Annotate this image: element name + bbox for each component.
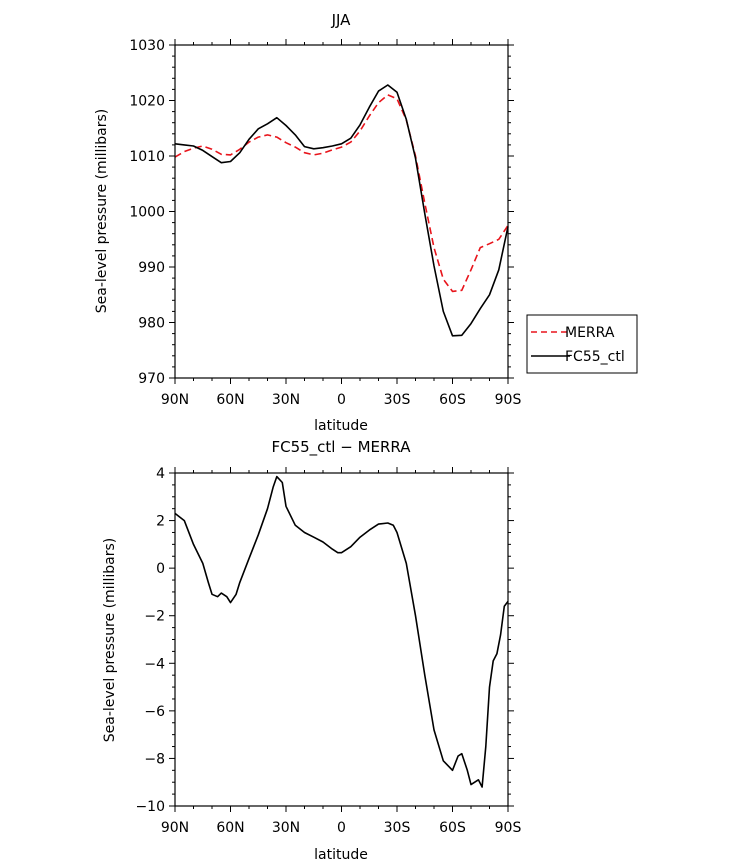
legend-label-fc55ctl: FC55_ctl [565,349,625,365]
bottom-panel-series [174,475,509,788]
series-line-fc55-ctl [174,84,509,337]
top-panel-series [174,84,509,337]
top-panel-x-tick-labels: 90N 60N 30N 0 30S 60S 90S [161,392,522,408]
legend-box [526,314,638,374]
y-tick-label: 990 [138,260,165,276]
top-panel-x-axis-label: latitude [314,418,368,434]
top-panel-ticks [169,39,514,384]
x-tick-label: 30S [384,392,411,408]
y-tick-label: 980 [138,316,165,332]
bottom-panel-ticks [169,467,514,812]
bottom-panel-y-tick-labels: −10 −8 −6 −4 −2 0 2 4 [135,466,165,815]
legend-label-merra: MERRA [565,325,615,341]
y-tick-label: 1010 [129,149,165,165]
x-tick-label: 30N [272,392,300,408]
y-tick-label: 4 [156,466,165,482]
x-tick-label: 90N [161,820,189,836]
bottom-panel-y-axis-label: Sea-level pressure (millibars) [102,538,118,742]
x-tick-label: 60N [216,820,244,836]
y-tick-label: 1030 [129,38,165,54]
x-tick-label: 30N [272,820,300,836]
x-tick-label: 90S [495,820,522,836]
x-tick-label: 60S [439,820,466,836]
top-panel-y-axis-label: Sea-level pressure (millibars) [94,109,110,313]
x-tick-label: 90S [495,392,522,408]
x-tick-label: 90N [161,392,189,408]
y-tick-label: 970 [138,371,165,387]
x-tick-label: 0 [337,820,346,836]
y-tick-label: 1020 [129,94,165,110]
x-tick-label: 0 [337,392,346,408]
bottom-panel-x-axis-label: latitude [314,847,368,863]
series-line-merra [174,94,509,293]
x-tick-label: 30S [384,820,411,836]
bottom-panel-plot-frame [174,472,509,807]
top-panel-title: JJA [331,11,352,29]
y-tick-label: −8 [144,751,165,767]
top-panel-y-tick-labels: 970 980 990 1000 1010 1020 1030 [129,38,165,387]
bottom-panel: FC55_ctl − MERRA 90N 60N 30N 0 30S 60S 90S −10… [102,438,521,863]
legend: MERRA FC55_ctl [526,314,638,374]
y-tick-label: 0 [156,561,165,577]
x-tick-label: 60N [216,392,244,408]
y-tick-label: 1000 [129,205,165,221]
x-tick-label: 60S [439,392,466,408]
top-panel: JJA 90N 60N 30N 0 30S 60S 90S 970 980 990 1000 101… [94,11,638,434]
series-line-difference-0 [174,475,509,788]
y-tick-label: 2 [156,514,165,530]
y-tick-label: −2 [144,609,165,625]
y-tick-label: −10 [135,799,165,815]
y-tick-label: −6 [144,704,165,720]
y-tick-label: −4 [144,656,165,672]
bottom-panel-title: FC55_ctl − MERRA [271,438,411,457]
top-panel-plot-frame [174,44,509,379]
bottom-panel-x-tick-labels: 90N 60N 30N 0 30S 60S 90S [161,820,522,836]
